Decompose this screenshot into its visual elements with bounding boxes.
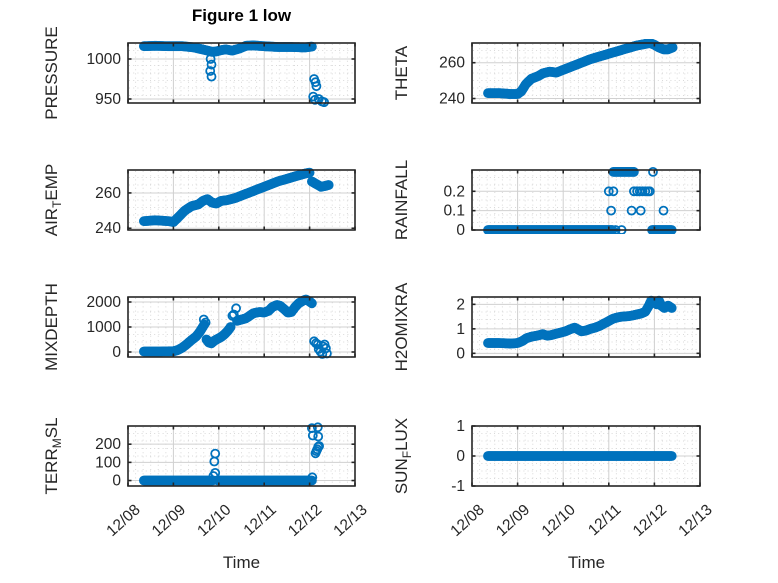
y-tick-label: 240 [439,91,465,108]
x-tick-label: 12/13 [675,501,715,540]
figure-title: Figure 1 low [191,6,292,25]
x-axis-label-left: Time [222,553,261,572]
subplot-h2omixra: 0 1 2 H2OMIXRA [392,282,701,371]
y-tick-label: 1000 [87,319,122,336]
y-tick-label: 0.2 [443,183,465,200]
y-tick-label: 2000 [87,294,122,311]
y-tick-label: 0 [456,448,465,465]
data-series [138,167,334,228]
axes-box [471,42,701,104]
y-tick-label: 260 [95,185,121,202]
y-axis-label-air_temp: AIRTEMP [42,164,64,237]
y-tick-label: 2 [456,296,465,313]
y-tick-label: -1 [451,478,465,495]
x-tick-label: 12/13 [330,501,370,540]
tick-marks [471,170,701,231]
data-series [138,422,325,486]
subplot-rainfall: 0 0.1 0.2 RAINFALL [392,160,701,240]
x-tick-label: 12/10 [194,501,234,540]
y-tick-label: 0 [456,222,465,239]
x-tick-label: 12/09 [493,501,533,540]
axes-box [471,169,701,231]
tick-marks [471,425,701,487]
data-series [483,295,677,349]
tick-marks [127,170,356,230]
tick-marks [471,297,701,357]
y-tick-label: 260 [439,55,465,72]
x-tick-label: 12/12 [630,501,670,540]
y-tick-label: 1 [456,321,465,338]
y-axis-label-terr_msl: TERRMSL [42,417,64,494]
data-series [483,451,677,461]
x-axis-label-right: Time [567,553,606,572]
y-tick-label: 0.1 [443,203,465,220]
minor-grid [473,171,699,229]
axes-box [127,425,356,487]
x-tick-label: 12/10 [539,501,579,540]
y-tick-label: 240 [95,220,121,237]
y-tick-label: 0 [112,344,121,361]
y-tick-label: 1 [456,418,465,435]
y-axis-label-h2omixra: H2OMIXRA [392,282,411,371]
y-tick-label: 0 [456,345,465,362]
subplot-air_temp: 240 260 AIRTEMP [42,164,356,237]
y-tick-label: 950 [95,91,121,108]
y-axis-label-pressure: PRESSURE [42,26,61,120]
x-tick-label: 12/09 [149,501,189,540]
tick-marks [127,297,356,357]
y-axis-label-theta: THETA [392,45,411,100]
data-series [138,294,332,359]
x-tick-label: 12/08 [447,501,487,540]
y-tick-label: 1000 [87,51,122,68]
x-tick-label: 12/12 [285,501,325,540]
x-tick-label: 12/11 [585,501,624,539]
y-tick-label: 200 [95,436,121,453]
y-axis-label-rainfall: RAINFALL [392,160,411,240]
y-axis-label-sun_flux: SUNFLUX [392,418,414,494]
major-grid [473,171,699,229]
subplot-mixdepth: 0 1000 2000 MIXDEPTH [42,283,356,371]
y-axis-label-mixdepth: MIXDEPTH [42,283,61,371]
tick-marks [127,426,356,486]
data-series [483,39,678,99]
subplot-theta: 240 260 THETA [392,39,701,108]
x-tick-label: 12/08 [103,501,143,540]
tick-marks [127,43,356,103]
y-tick-label: 100 [95,454,121,471]
x-tick-label: 12/11 [241,501,280,539]
subplot-sun_flux: -1 0 1 12/08 12/09 12/10 12/11 12/12 12/13 SUNFLU… [392,418,716,540]
axes-box [471,296,701,358]
axes-box [127,42,356,104]
axes-box [127,169,356,231]
tick-marks [471,43,701,103]
subplot-pressure: 950 1000 PRESSURE [42,26,356,120]
y-tick-label: 0 [112,473,121,490]
